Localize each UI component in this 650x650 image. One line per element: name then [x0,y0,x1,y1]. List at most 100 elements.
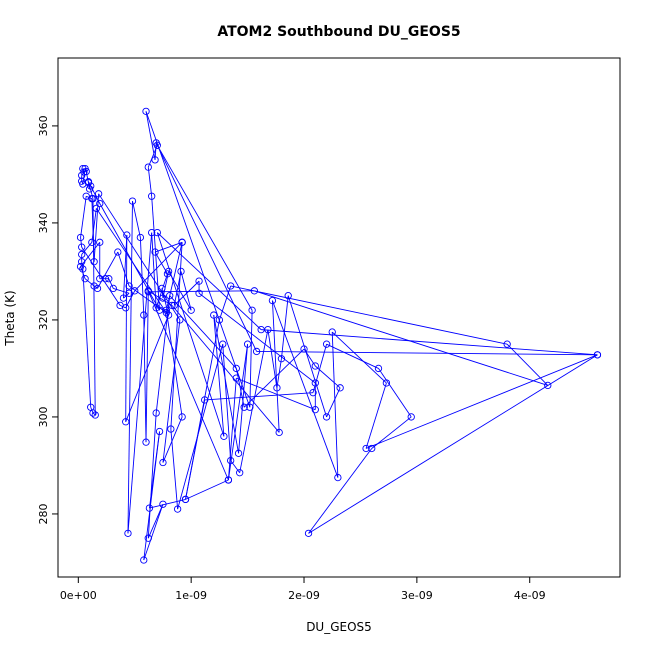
series-layer [76,107,602,564]
data-point [170,301,178,310]
data-point [79,265,87,273]
data-point [82,192,90,200]
data-point [152,304,160,312]
series-line-segment [222,344,232,461]
data-point [155,427,164,436]
data-point [78,171,86,180]
series-line-segment [148,431,161,509]
data-point [151,156,159,164]
data-point [96,275,104,283]
series-line-segment [82,268,92,408]
y-tick-label: 360 [37,115,50,136]
series-line-segment [271,300,339,478]
data-point [544,381,552,390]
series-line-segment [123,235,128,299]
series-line-segment [143,504,164,561]
data-point [187,306,195,314]
x-axis: 0e+00 1e-09 2e-09 3e-09 4e-09 [60,576,546,602]
data-point [309,389,317,397]
data-point [322,340,331,348]
data-point [311,362,319,370]
data-point [250,287,259,295]
series-line-segment [365,382,387,449]
series-line-segment [243,348,305,408]
data-point [158,284,166,293]
series-line-segment [230,285,508,345]
data-point [264,325,272,334]
data-point [109,284,117,293]
series-line-segment [308,448,373,534]
data-point [167,425,175,433]
data-point [78,258,86,266]
x-tick-label: 4e-09 [514,589,546,602]
series-line-segment [147,167,153,197]
data-point [96,238,104,246]
series-line-segment [154,142,157,160]
data-point [382,379,391,387]
series-line-segment [180,271,192,311]
series-line-segment [84,278,95,287]
series-line-segment [218,285,232,321]
chart-title: ATOM2 Southbound DU_GEOS5 [217,24,460,40]
data-point [90,258,98,266]
series-line-segment [256,351,598,356]
data-point [240,403,248,411]
series-line-segment [308,354,598,534]
series-line-segment [113,287,130,294]
series-line-segment [97,251,119,289]
data-point [148,192,156,200]
x-axis-label: DU_GEOS5 [306,620,372,634]
series-line-segment [91,208,97,243]
series-line-segment [239,329,269,473]
data-point [300,345,308,353]
data-point [152,139,160,147]
data-point [92,204,101,213]
data-point [368,444,376,453]
series-line-segment [127,201,133,534]
series-line-segment [145,111,156,160]
data-point [304,529,313,537]
series-line-segment [145,111,251,408]
series-line-segment [280,295,289,359]
data-point [124,529,132,537]
series-line-segment [155,295,171,414]
data-point [78,250,86,259]
series-line-segment [315,365,341,389]
data-point [144,534,152,542]
series-line-segment [147,504,164,539]
data-point [142,107,150,116]
data-point [374,364,383,373]
data-point [81,275,89,283]
data-point [173,505,182,513]
data-point [234,449,243,457]
data-point [246,403,254,411]
data-point [91,411,99,419]
data-point [122,304,130,312]
data-point [177,267,185,276]
data-point [243,340,252,348]
series-line-segment [145,291,149,443]
data-point [89,195,97,203]
series-line-segment [156,232,225,437]
series-line-segment [123,292,130,299]
data-point [93,284,102,293]
series-line-segment [198,292,316,384]
data-point [334,473,342,482]
series-line-segment [331,332,339,478]
data-point [503,340,511,348]
series-line-segment [80,242,101,267]
data-point [178,413,186,421]
series-line-segment [170,242,183,430]
data-point [164,311,173,319]
data-point [88,238,96,246]
data-point [164,267,173,276]
data-point [227,282,235,290]
y-tick-label: 340 [37,212,50,233]
series-line-segment [185,319,220,500]
series-line-segment [238,344,249,454]
series-line-segment [154,241,183,253]
data-point [125,282,133,290]
series-line-segment [127,232,153,534]
data-point [166,292,174,300]
series-line-segment [92,198,96,415]
